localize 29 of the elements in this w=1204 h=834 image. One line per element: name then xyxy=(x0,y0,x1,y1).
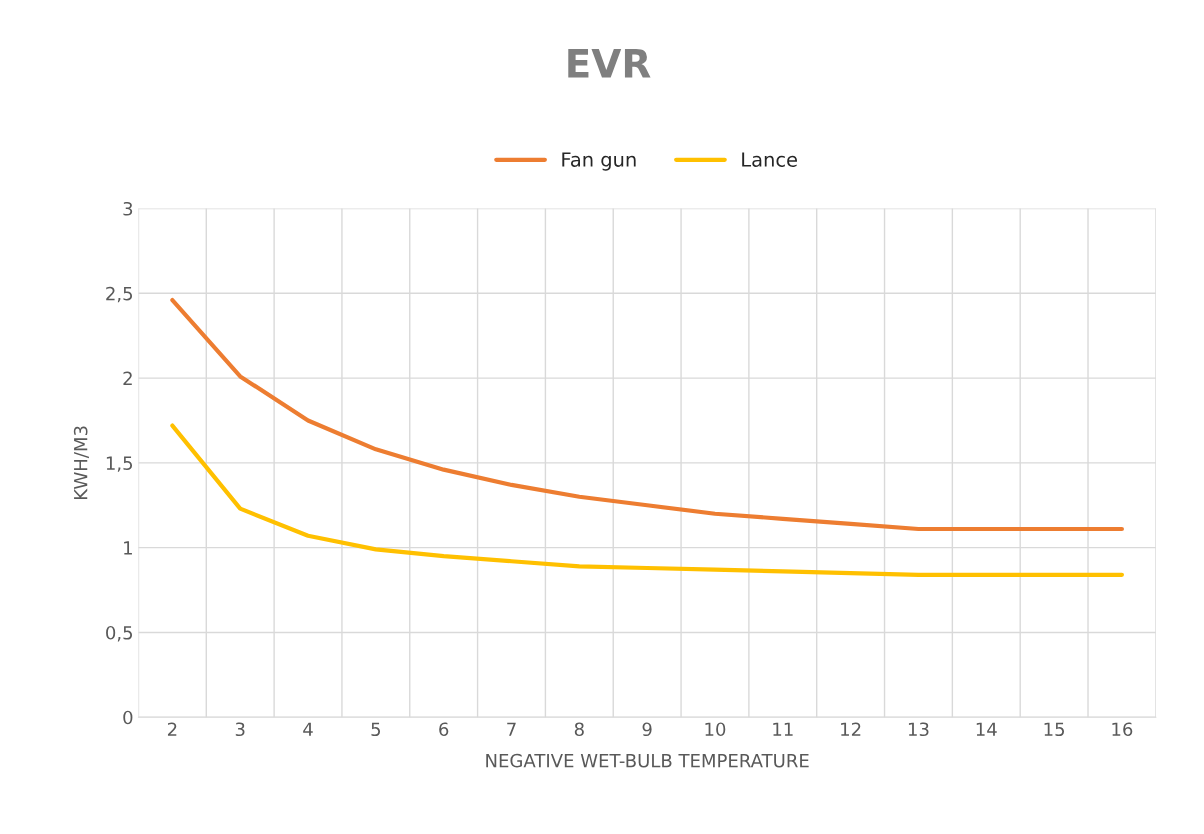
x-tick-label: 3 xyxy=(235,722,245,737)
y-tick-label: 1 xyxy=(124,541,132,555)
x-tick-label: 14 xyxy=(976,722,997,736)
x-tick-label: 11 xyxy=(773,722,793,736)
x-tick-label: 2 xyxy=(167,722,177,736)
y-tick-label: 1,5 xyxy=(106,456,133,472)
x-tick-label: 7 xyxy=(507,722,516,736)
x-tick-label: 13 xyxy=(908,722,929,737)
x-tick-label: 4 xyxy=(303,722,313,736)
y-axis-title: KWH/M3 xyxy=(73,426,89,499)
line-series xyxy=(170,297,1125,532)
y-tick-label: 0,5 xyxy=(106,625,133,642)
legend-label: Lance xyxy=(742,152,797,167)
x-tick-label: 6 xyxy=(439,722,449,737)
x-tick-label: 12 xyxy=(841,722,861,736)
x-tick-label: 8 xyxy=(574,722,584,737)
y-tick-label: 2 xyxy=(123,371,132,385)
x-tick-label: 5 xyxy=(371,722,381,737)
y-tick-label: 3 xyxy=(123,201,133,216)
y-tick-label: 0 xyxy=(123,710,133,725)
x-tick-label: 15 xyxy=(1044,722,1065,737)
x-axis-title: NEGATIVE WET-BULB TEMPERATURE xyxy=(486,753,809,768)
legend-label: Fan gun xyxy=(562,152,636,171)
x-tick-label: 9 xyxy=(642,722,652,737)
line-series xyxy=(170,423,1125,577)
x-tick-label: 16 xyxy=(1112,722,1133,737)
x-tick-label: 10 xyxy=(705,722,726,737)
chart-title: EVR xyxy=(568,49,651,78)
y-tick-label: 2,5 xyxy=(106,286,133,303)
